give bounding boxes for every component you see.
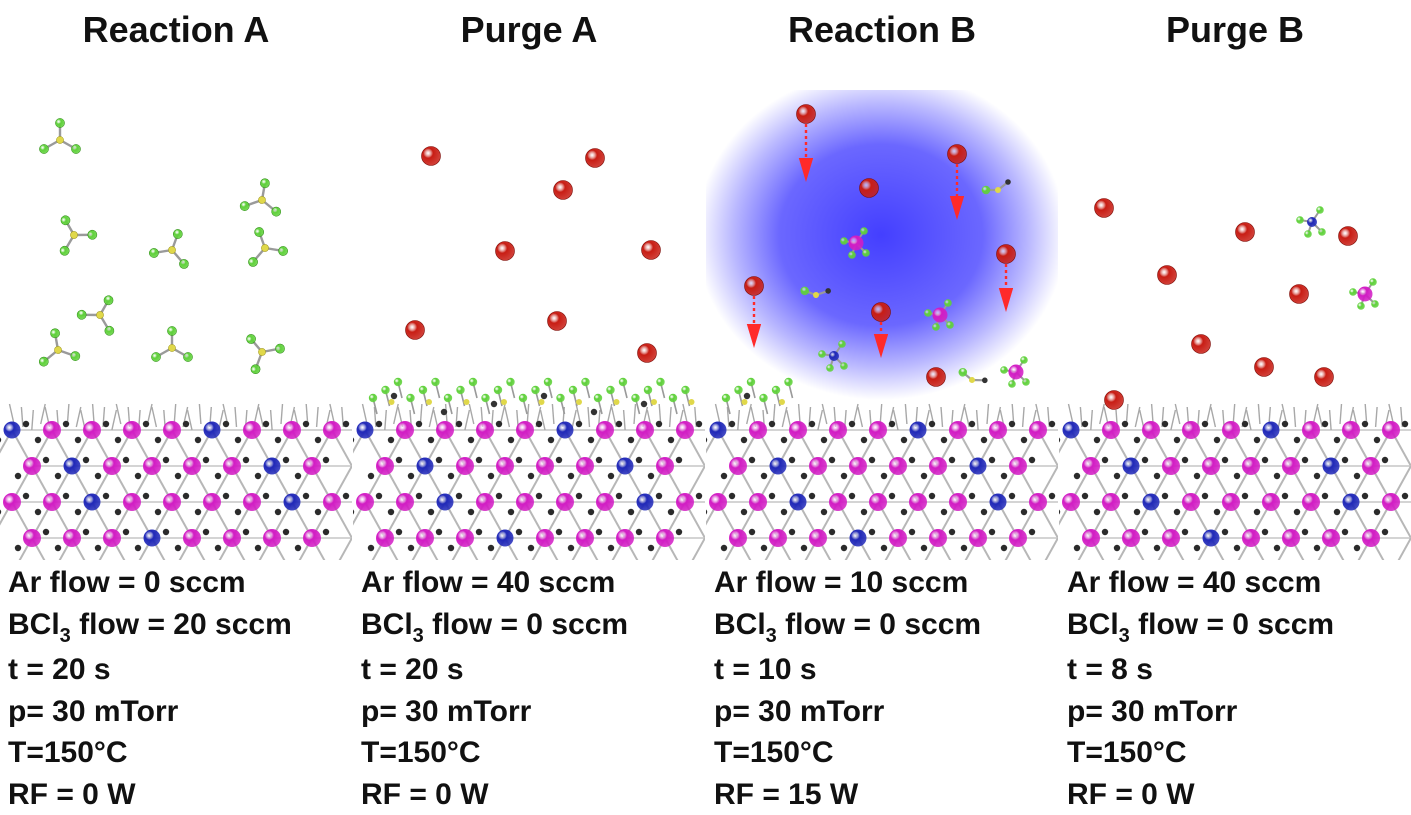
bcl3-flow-label: BCl3 flow = 0 sccm (361, 604, 628, 650)
temperature-label: T=150°C (8, 732, 292, 774)
time-label: t = 20 s (8, 649, 292, 691)
chloride-cluster (1000, 356, 1030, 388)
argon-atom (496, 242, 515, 261)
argon-atom (745, 277, 764, 296)
pressure-label: p= 30 mTorr (1067, 691, 1334, 733)
bcl3-molecule (148, 223, 199, 270)
ar-flow-label: Ar flow = 0 sccm (8, 562, 292, 604)
argon-atom (1315, 368, 1334, 387)
rf-power-label: RF = 0 W (8, 774, 292, 815)
argon-atom (948, 145, 967, 164)
argon-atom (927, 368, 946, 387)
molecular-illustration (0, 90, 352, 560)
pressure-label: p= 30 mTorr (714, 691, 981, 733)
panel-title: Purge A (353, 8, 705, 52)
ar-flow-label: Ar flow = 10 sccm (714, 562, 981, 604)
semiconductor-slab (706, 378, 1058, 560)
bcl3-molecule (34, 325, 81, 367)
pressure-label: p= 30 mTorr (361, 691, 628, 733)
argon-atom (1339, 227, 1358, 246)
argon-atom (586, 149, 605, 168)
time-label: t = 8 s (1067, 649, 1334, 691)
ar-flow-label: Ar flow = 40 sccm (361, 562, 628, 604)
bcl3-flow-label: BCl3 flow = 0 sccm (714, 604, 981, 650)
argon-atom (997, 245, 1016, 264)
argon-atom (1192, 335, 1211, 354)
semiconductor-slab (353, 378, 705, 560)
rf-power-label: RF = 0 W (361, 774, 628, 815)
bcl3-molecule (45, 206, 98, 257)
panel-title: Reaction B (706, 8, 1058, 52)
argon-atom (1236, 223, 1255, 242)
pressure-label: p= 30 mTorr (8, 691, 292, 733)
argon-atom (1105, 391, 1124, 410)
time-label: t = 10 s (714, 649, 981, 691)
argon-atom (1158, 266, 1177, 285)
molecular-illustration (1059, 90, 1411, 560)
argon-atom (422, 147, 441, 166)
molecular-illustration (353, 90, 705, 560)
molecular-illustration (706, 90, 1058, 560)
rf-power-label: RF = 15 W (714, 774, 981, 815)
bcl3-molecule (238, 221, 289, 268)
bcl3-molecule (75, 286, 128, 337)
time-label: t = 20 s (361, 649, 628, 691)
semiconductor-slab (1059, 404, 1411, 560)
ar-flow-label: Ar flow = 40 sccm (1067, 562, 1334, 604)
argon-atom (554, 181, 573, 200)
argon-atom (406, 321, 425, 340)
panel-reaction-b: Reaction B Ar flow = 10 sccm BCl3 flow =… (706, 0, 1058, 811)
temperature-label: T=150°C (1067, 732, 1334, 774)
panel-reaction-a: Reaction A Ar flow = 0 sccm BCl3 flow = … (0, 0, 352, 811)
argon-atom (860, 179, 879, 198)
temperature-label: T=150°C (361, 732, 628, 774)
bcl3-flow-label: BCl3 flow = 0 sccm (1067, 604, 1334, 650)
process-parameters: Ar flow = 40 sccm BCl3 flow = 0 sccm t =… (1067, 562, 1334, 815)
argon-atom (642, 241, 661, 260)
argon-atom (1095, 199, 1114, 218)
argon-atom (1255, 358, 1274, 377)
panel-title: Purge B (1059, 8, 1411, 52)
rf-power-label: RF = 0 W (1067, 774, 1334, 815)
panel-purge-b: Purge B Ar flow = 40 sccm BCl3 flow = 0 … (1059, 0, 1411, 811)
process-parameters: Ar flow = 10 sccm BCl3 flow = 0 sccm t =… (714, 562, 981, 815)
bcl3-molecule (232, 322, 286, 375)
semiconductor-slab (0, 404, 352, 560)
temperature-label: T=150°C (714, 732, 981, 774)
bcl3-flow-label: BCl3 flow = 20 sccm (8, 604, 292, 650)
chloride-cluster (1349, 278, 1379, 310)
argon-atom (872, 303, 891, 322)
process-parameters: Ar flow = 40 sccm BCl3 flow = 0 sccm t =… (361, 562, 628, 815)
chloride-cluster (1296, 206, 1326, 238)
argon-atom (548, 312, 567, 331)
bcl3-molecule (39, 118, 80, 153)
bcl3-molecule (239, 175, 286, 217)
panel-purge-a: Purge A Ar flow = 40 sccm BCl3 flow = 0 … (353, 0, 705, 811)
bcl3-molecule (151, 326, 192, 361)
argon-atom (638, 344, 657, 363)
panel-title: Reaction A (0, 8, 352, 52)
process-parameters: Ar flow = 0 sccm BCl3 flow = 20 sccm t =… (8, 562, 292, 815)
argon-atom (1290, 285, 1309, 304)
argon-atom (797, 105, 816, 124)
